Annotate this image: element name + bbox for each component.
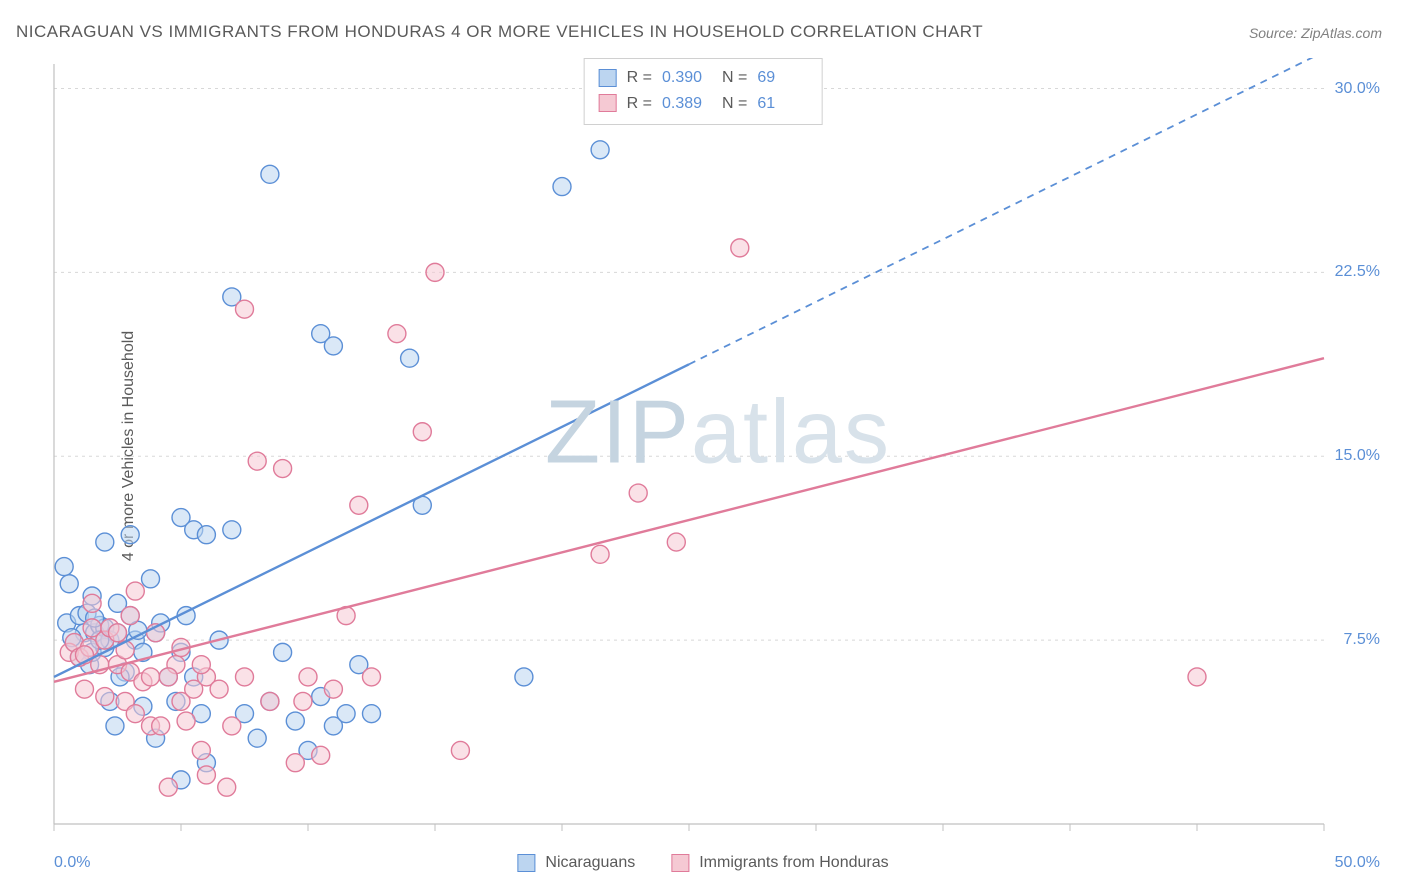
y-tick-label: 30.0% bbox=[1335, 80, 1380, 98]
r-value-series-1: 0.390 bbox=[662, 65, 712, 91]
swatch-series-1 bbox=[599, 69, 617, 87]
y-tick-label: 22.5% bbox=[1335, 263, 1380, 281]
n-label: N = bbox=[722, 91, 747, 117]
n-label: N = bbox=[722, 65, 747, 91]
n-value-series-1: 69 bbox=[757, 65, 807, 91]
chart-container: NICARAGUAN VS IMMIGRANTS FROM HONDURAS 4… bbox=[0, 0, 1406, 892]
stat-row-series-2: R = 0.389 N = 61 bbox=[599, 91, 808, 117]
legend: Nicaraguans Immigrants from Honduras bbox=[517, 854, 888, 872]
legend-label-series-2: Immigrants from Honduras bbox=[699, 854, 888, 872]
n-value-series-2: 61 bbox=[757, 91, 807, 117]
legend-swatch-series-2 bbox=[671, 854, 689, 872]
swatch-series-2 bbox=[599, 94, 617, 112]
source-attribution: Source: ZipAtlas.com bbox=[1249, 25, 1382, 41]
correlation-stats-box: R = 0.390 N = 69 R = 0.389 N = 61 bbox=[584, 58, 823, 125]
legend-item-series-1: Nicaraguans bbox=[517, 854, 635, 872]
legend-label-series-1: Nicaraguans bbox=[545, 854, 635, 872]
legend-item-series-2: Immigrants from Honduras bbox=[671, 854, 888, 872]
y-tick-label: 7.5% bbox=[1344, 631, 1380, 649]
y-tick-label: 15.0% bbox=[1335, 447, 1380, 465]
chart-title: NICARAGUAN VS IMMIGRANTS FROM HONDURAS 4… bbox=[16, 22, 983, 42]
r-value-series-2: 0.389 bbox=[662, 91, 712, 117]
x-axis-min-label: 0.0% bbox=[54, 854, 90, 872]
r-label: R = bbox=[627, 65, 652, 91]
plot-area: ZIPatlas bbox=[50, 58, 1386, 840]
r-label: R = bbox=[627, 91, 652, 117]
scatter-plot-svg bbox=[50, 58, 1386, 840]
x-axis-max-label: 50.0% bbox=[1335, 854, 1380, 872]
stat-row-series-1: R = 0.390 N = 69 bbox=[599, 65, 808, 91]
legend-swatch-series-1 bbox=[517, 854, 535, 872]
